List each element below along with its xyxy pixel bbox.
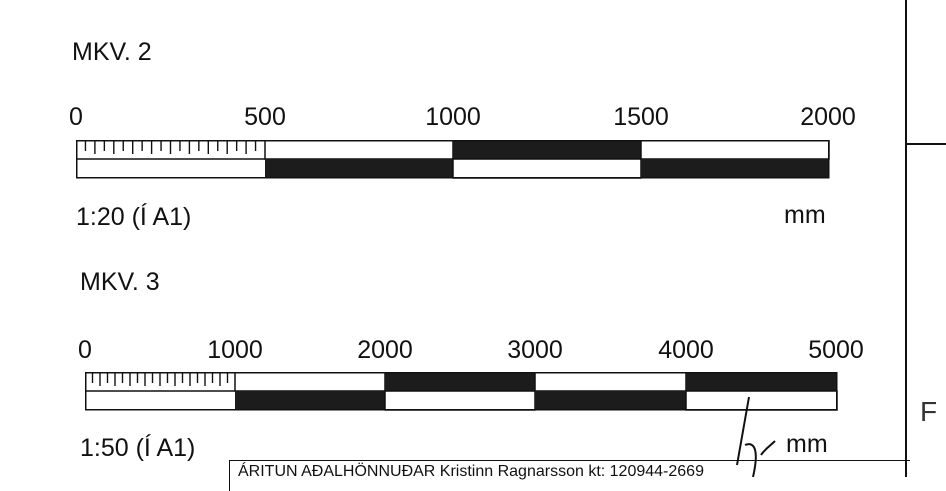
scale-2-tick-1: 1000 [207, 338, 263, 363]
scale-2-seg-2-top [235, 372, 385, 391]
scale-1-seg-2-top [265, 140, 453, 159]
scale-1-unit: mm [784, 203, 826, 228]
scale-2-tick-5: 5000 [808, 338, 864, 363]
scale-2-seg-4-top [535, 372, 686, 391]
scale-2-seg-3-top [385, 372, 535, 391]
scale-1-tick-3: 1500 [613, 105, 669, 130]
scale-2-ratio: 1:50 (Í A1) [80, 436, 195, 461]
scale-2-tick-3: 3000 [507, 338, 563, 363]
scale-2-tick-0: 0 [78, 338, 92, 363]
scale-2-unit: mm [786, 432, 828, 457]
scale-2-fine-ticks [93, 373, 228, 386]
frame-cross-line [905, 143, 946, 145]
scale-1-seg-3-bottom [453, 159, 641, 178]
scale-1-seg-3-top [453, 140, 641, 159]
scale-1-ratio: 1:20 (Í A1) [76, 205, 191, 230]
scale-1-tick-0: 0 [69, 105, 83, 130]
scale-2-title: MKV. 3 [80, 270, 160, 295]
scale-1-title: MKV. 2 [72, 40, 152, 65]
scale-2-seg-2-bottom [235, 391, 385, 410]
scale-1-seg-4-bottom [641, 159, 829, 178]
approval-stamp: ÁRITUN AÐALHÖNNUÐAR Kristinn Ragnarsson … [229, 460, 910, 491]
frame-right-line [905, 0, 907, 477]
stamp-text: ÁRITUN AÐALHÖNNUÐAR Kristinn Ragnarsson … [238, 463, 704, 481]
scale-2-tick-4: 4000 [658, 338, 714, 363]
scale-1-seg-2-bottom [265, 159, 453, 178]
scale-2-seg-3-bottom [385, 391, 535, 410]
scale-1-fine-ticks [85, 141, 255, 154]
scale-1-tick-2: 1000 [425, 105, 481, 130]
scale-1-tick-1: 500 [244, 105, 286, 130]
scale-1-seg-4-top [641, 140, 829, 159]
scale-2-seg-5-top [686, 372, 837, 391]
scale-2-seg-4-bottom [535, 391, 686, 410]
edge-letter: F [920, 398, 937, 426]
scale-1-tick-4: 2000 [800, 105, 856, 130]
scale-bar-1 [76, 140, 832, 180]
scale-2-tick-2: 2000 [357, 338, 413, 363]
